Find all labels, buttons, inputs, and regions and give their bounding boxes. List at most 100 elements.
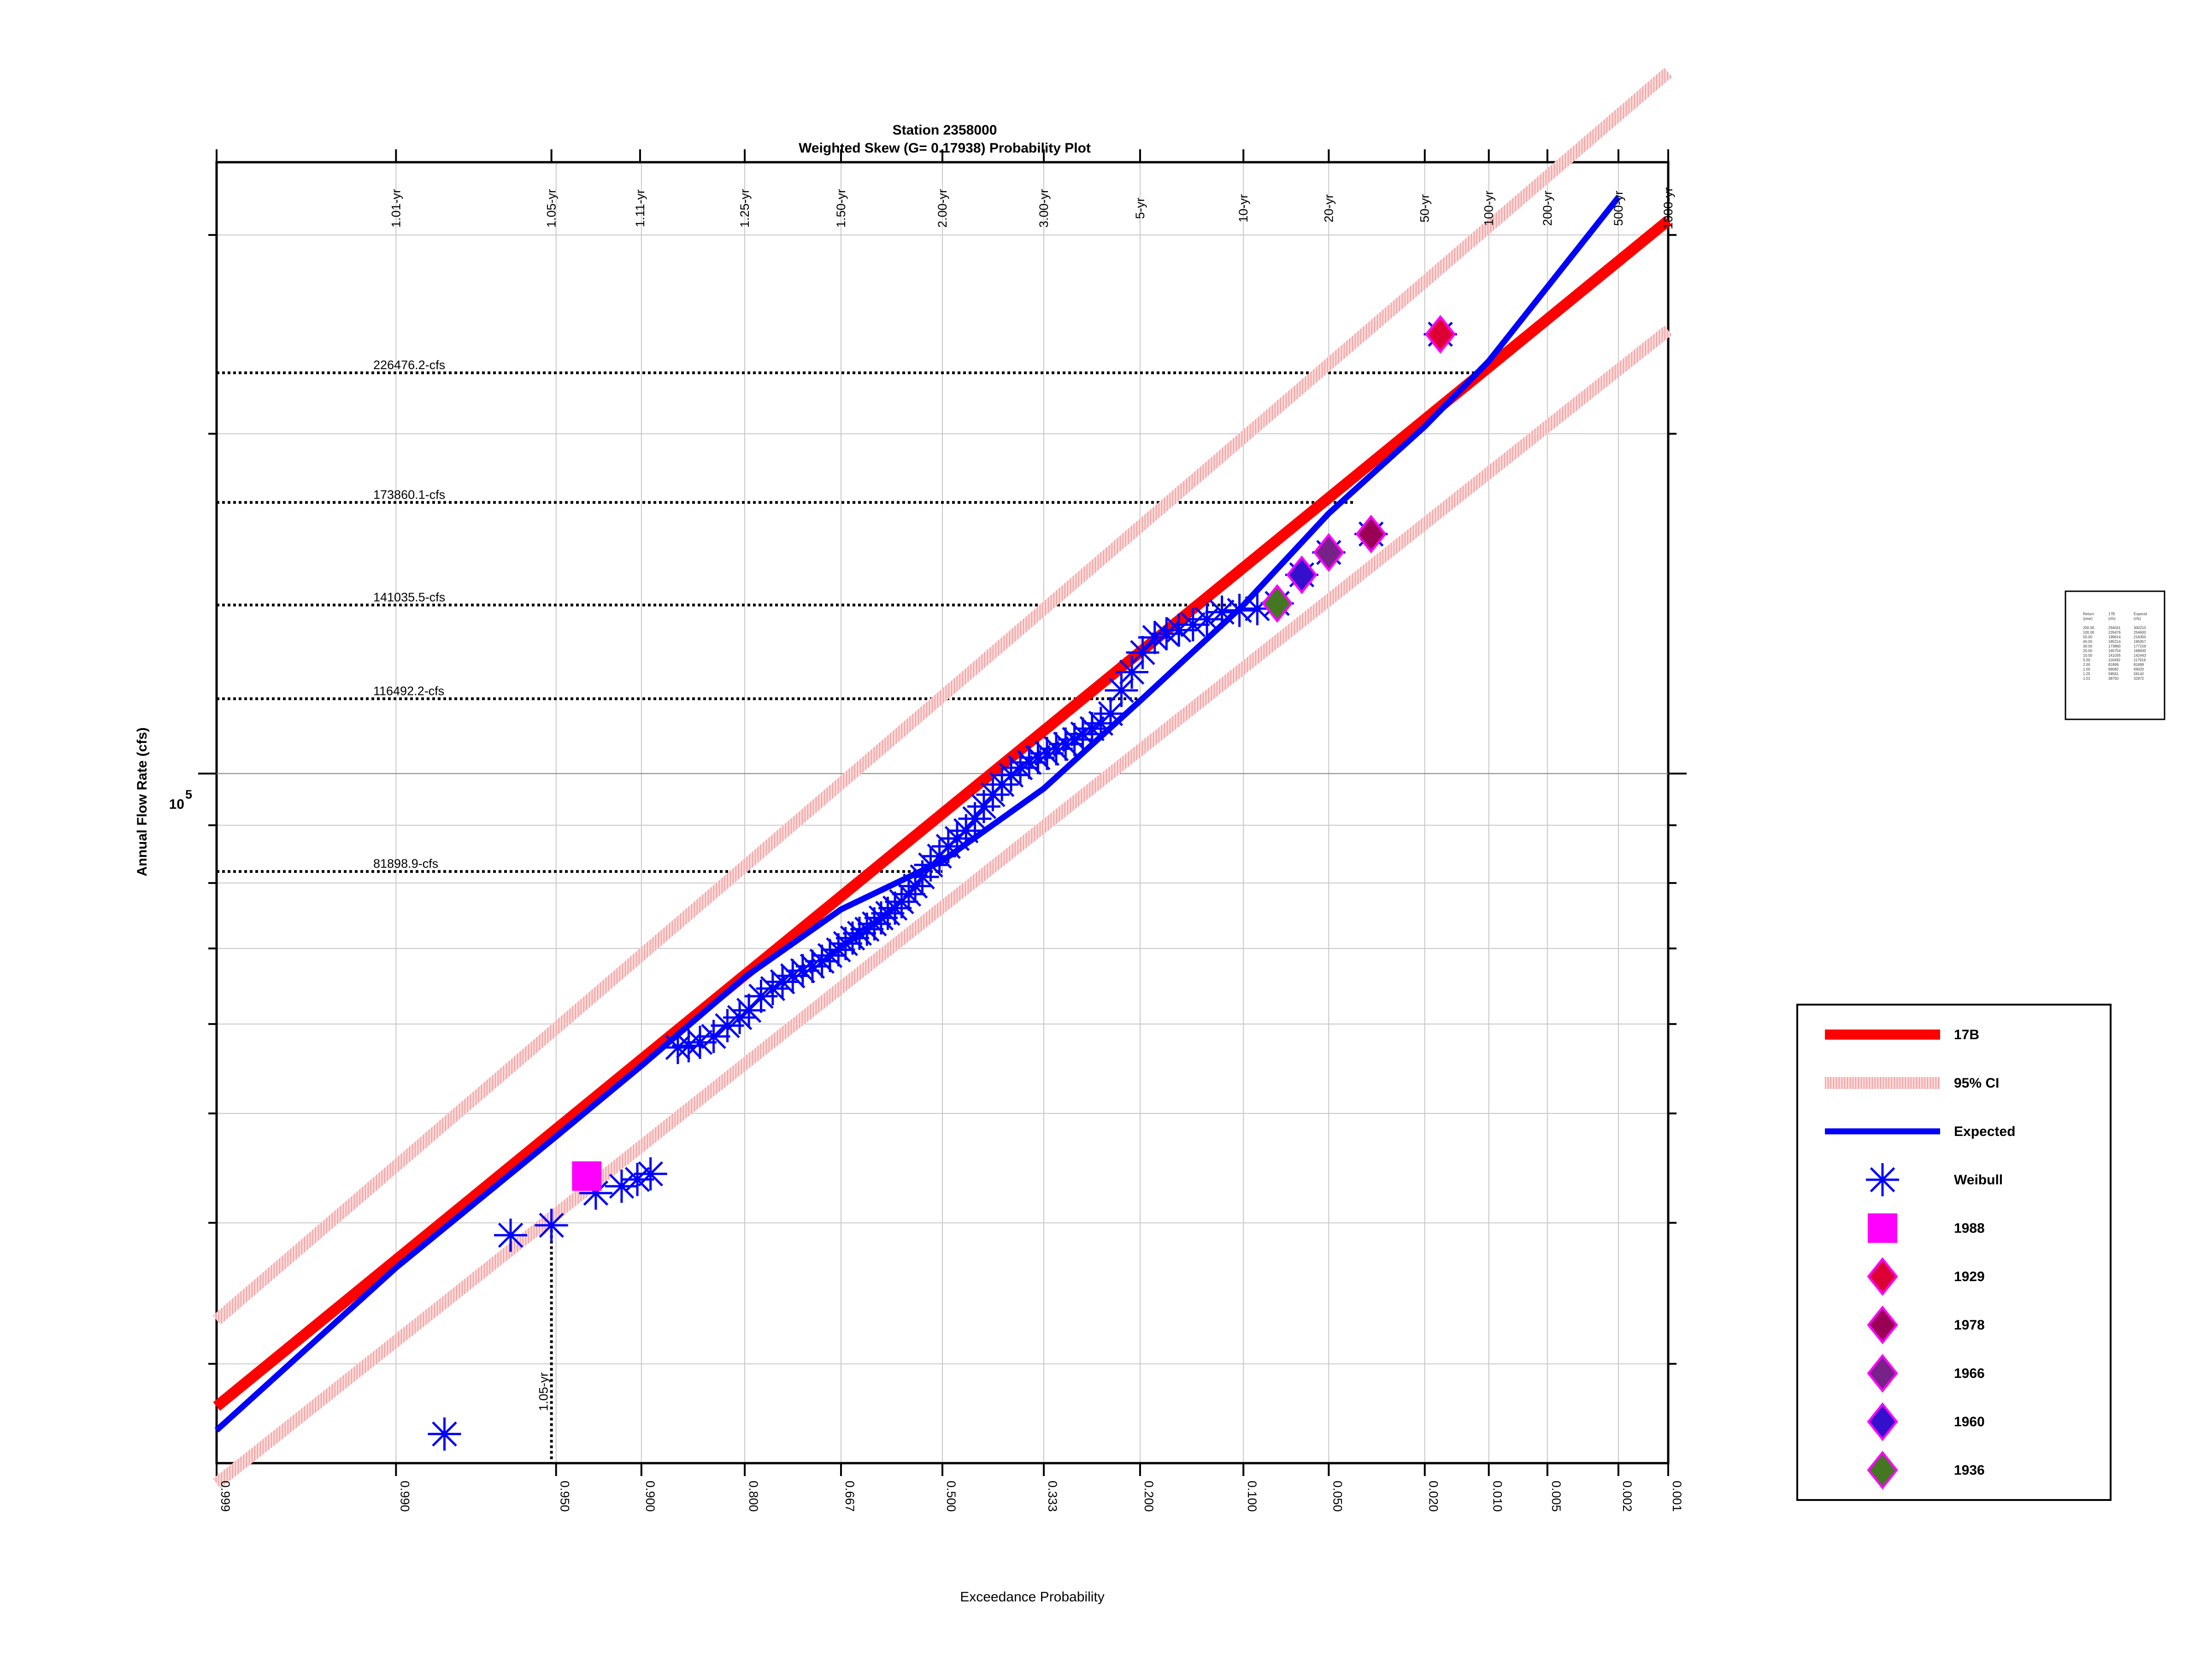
plot-frame — [198, 149, 1687, 1476]
mini-table-cell: 100.00 — [2083, 630, 2094, 635]
mini-table-box — [2065, 590, 2165, 720]
mini-table-cell: 116492 — [2108, 658, 2121, 662]
legend-label: 95% CI — [1954, 1076, 1999, 1091]
mini-table-cell: 25.00 — [2083, 649, 2093, 653]
mini-table-cell: 177156 — [2134, 644, 2146, 648]
ci-upper-line — [212, 68, 1672, 1325]
x-tick-label: 0.001 — [1670, 1481, 1684, 1512]
return-period-label: 1.05-yr — [545, 189, 559, 228]
point-1936 — [1261, 584, 1293, 623]
text-layer: Station 2358000 Weighted Skew (G= 0.1793… — [135, 123, 1105, 1605]
x-tick-label: 0.005 — [1549, 1481, 1563, 1512]
weibull-point — [1105, 674, 1138, 707]
weibull-point — [428, 1417, 461, 1451]
mini-table-cell: 254600 — [2134, 630, 2146, 635]
mini-table-cell: 10.00 — [2083, 653, 2093, 658]
weibull-point — [1205, 595, 1239, 629]
mini-table-cell: 58142 — [2134, 672, 2144, 676]
weibull-point — [634, 1157, 667, 1191]
reference-flow-label: 141035.5-cfs — [373, 590, 445, 604]
reference-flow-label: 226476.2-cfs — [373, 358, 445, 372]
asterisk-stroke — [1180, 612, 1206, 637]
point-1960 — [1286, 555, 1318, 594]
chart-subtitle: Weighted Skew (G= 0.17938) Probability P… — [799, 141, 1091, 156]
return-period-label: 50-yr — [1418, 194, 1432, 223]
asterisk-stroke — [583, 1180, 609, 1206]
return-period-label: 10-yr — [1236, 194, 1250, 223]
mini-table-cell: 300210 — [2134, 626, 2146, 630]
mini-table-header: (year) — [2083, 617, 2093, 621]
asterisk-stroke — [971, 794, 997, 819]
mini-table-cell: 185214 — [2108, 640, 2121, 644]
weibull-point — [1162, 613, 1196, 647]
legend-label: 1988 — [1954, 1221, 1985, 1236]
reference-flow-label: 116492.2-cfs — [373, 684, 444, 698]
legend-label: 1929 — [1954, 1269, 1985, 1284]
asterisk-stroke — [638, 1161, 663, 1187]
asterisk-stroke — [624, 1167, 650, 1192]
weibull-point — [1030, 736, 1064, 770]
mini-table-cell: 81899 — [2134, 663, 2144, 667]
mini-table-cell: 1.50 — [2083, 667, 2090, 671]
y-axis-title: Annual Flow Rate (cfs) — [135, 727, 150, 876]
mini-table-cell: 173860 — [2108, 644, 2121, 648]
asterisk-stroke — [1209, 600, 1235, 625]
reference-flow-label: 81898.9-cfs — [373, 857, 438, 871]
legend-label: 17B — [1954, 1027, 1979, 1042]
weibull-point — [899, 869, 932, 903]
weibull-point — [494, 1218, 528, 1252]
mini-table-cell: 226476 — [2108, 630, 2121, 635]
return-period-label: 20-yr — [1322, 194, 1335, 223]
mini-table-cell: 32872 — [2134, 677, 2144, 681]
mini-table-cell: 142443 — [2134, 653, 2146, 658]
point-1929 — [1424, 315, 1456, 354]
tick-labels: 0.999 0.990 0.950 0.900 0.800 0.667 0.500 0.333… — [218, 187, 1684, 1512]
mini-table-header: 17B — [2108, 612, 2115, 616]
mini-table-cell: 38750 — [2108, 677, 2119, 681]
weibull-point — [1223, 594, 1256, 627]
mini-table-cell: 58561 — [2108, 672, 2119, 676]
x-tick-label: 0.999 — [218, 1481, 232, 1512]
mini-table-cell: 1.01 — [2083, 677, 2090, 681]
mini-table-cell: 196357 — [2134, 640, 2146, 644]
weibull-point — [1004, 751, 1037, 784]
mini-table-cell: 165754 — [2108, 649, 2121, 653]
ci-lower-line — [212, 325, 1672, 1488]
legend-swatch-1978 — [1867, 1305, 1898, 1345]
weibull-point — [1094, 697, 1127, 730]
weibull-point — [711, 1009, 744, 1042]
return-period-label: 1000-yr — [1661, 187, 1675, 229]
asterisk-stroke — [1034, 741, 1060, 766]
point-1988 — [572, 1161, 602, 1191]
mini-table-cell: 68082 — [2108, 667, 2119, 671]
x-tick-label: 0.667 — [843, 1481, 857, 1512]
legend-label: Expected — [1954, 1124, 2015, 1139]
weibull-point — [535, 1208, 568, 1242]
y-tick-label-base: 10 — [169, 797, 184, 812]
legend-swatch-1960 — [1867, 1402, 1898, 1441]
return-period-label: 5-yr — [1133, 198, 1147, 219]
asterisk-stroke — [432, 1421, 457, 1447]
x-tick-label: 0.333 — [1046, 1481, 1059, 1512]
return-period-label: 200-yr — [1541, 191, 1554, 226]
asterisk-stroke — [498, 1223, 524, 1248]
series-expected-line — [214, 195, 1621, 1433]
return-period-label: 1.50-yr — [834, 189, 848, 228]
asterisk-stroke — [1870, 1167, 1895, 1193]
x-axis-title: Exceedance Probability — [960, 1589, 1105, 1605]
point-1978 — [1355, 514, 1387, 553]
weibull-point — [776, 959, 810, 993]
mini-table-cell: 1.25 — [2083, 672, 2090, 676]
asterisk-stroke — [1098, 701, 1124, 726]
grid — [216, 162, 1669, 1463]
return-period-label: 1.25-yr — [738, 189, 752, 228]
x-tick-label: 0.800 — [747, 1481, 760, 1512]
asterisk-stroke — [687, 1030, 713, 1055]
return-period-table: Return 17B Expectd (year) (cfs) (cfs) 200.00 29… — [2065, 590, 2165, 720]
mini-table-cell: 294041 — [2108, 626, 2121, 630]
mini-table-cell: 5.00 — [2083, 658, 2090, 662]
weibull-point — [621, 1163, 654, 1196]
legend-label: Weibull — [1954, 1172, 2003, 1188]
legend-swatch-1936 — [1867, 1450, 1898, 1490]
x-tick-label: 0.990 — [398, 1481, 412, 1512]
